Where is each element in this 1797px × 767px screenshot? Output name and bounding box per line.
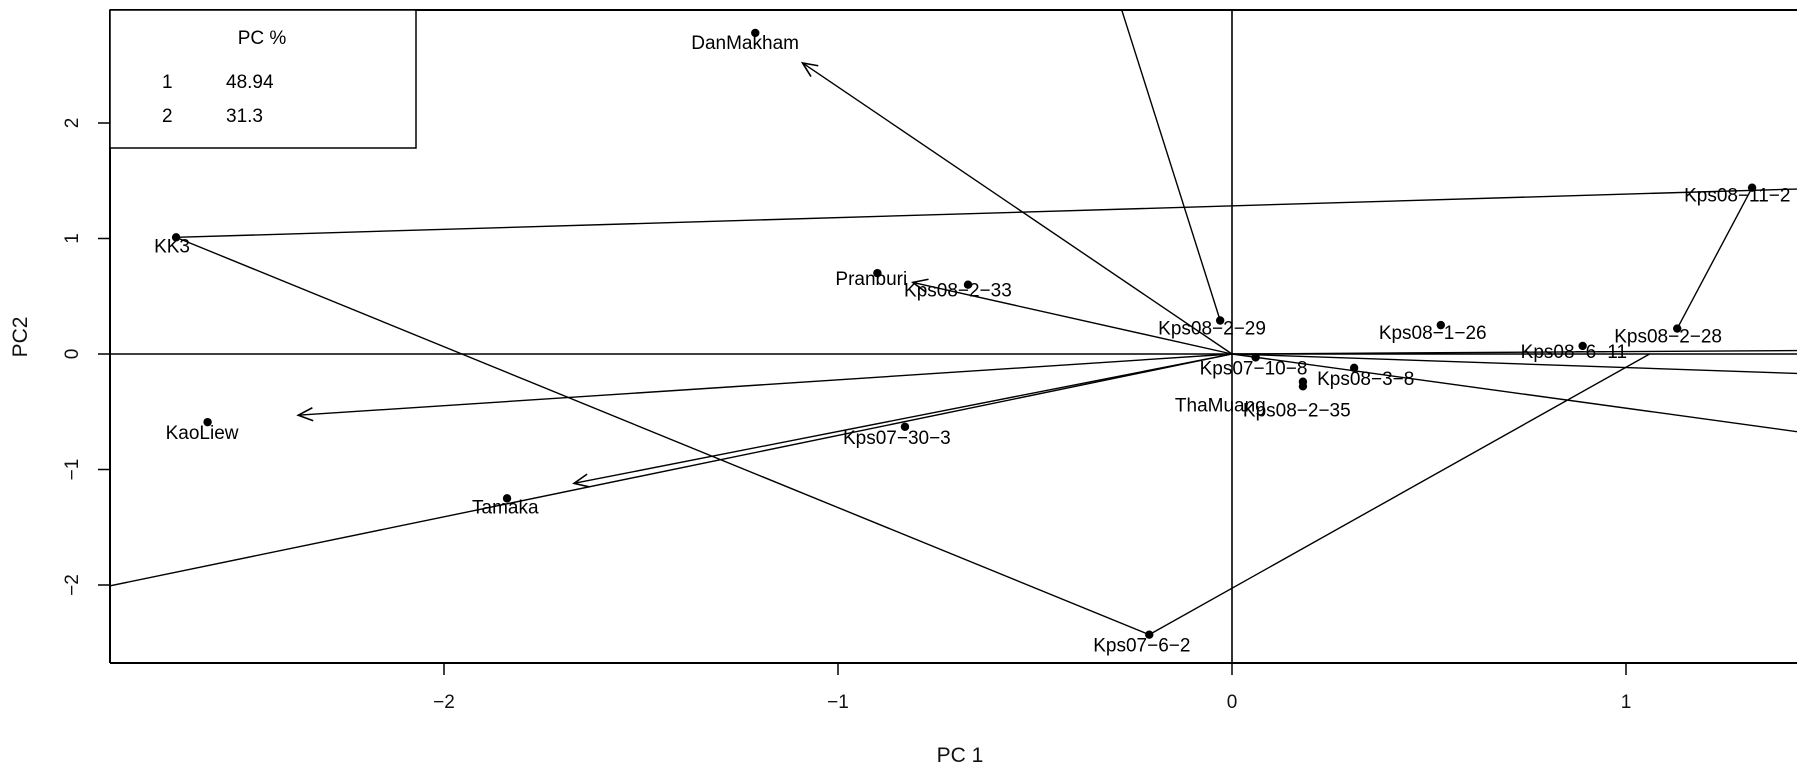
point-marker	[203, 417, 212, 427]
point-label: Kps07−10−8	[1200, 358, 1308, 379]
y-tick-label: −2	[62, 574, 83, 596]
y-tick-label: 2	[62, 118, 83, 129]
loading-arrow	[910, 278, 1233, 355]
connector-line	[1148, 353, 1650, 636]
point-marker	[751, 28, 760, 38]
data-point: Kps08−2−28	[1614, 324, 1722, 348]
point-marker	[1436, 320, 1446, 330]
data-point: KK3	[154, 233, 190, 257]
loading-arrow	[296, 353, 1233, 422]
legend-header: PC %	[238, 28, 287, 49]
connector-line	[175, 236, 1150, 636]
connector-line	[1676, 187, 1753, 329]
point-marker	[171, 233, 181, 242]
point-label: Tamaka	[472, 497, 539, 518]
data-point: Kps08−2−35	[1243, 382, 1351, 421]
point-label: Kps08−2−33	[904, 281, 1012, 302]
connector-line	[111, 353, 1233, 587]
data-point: KaoLiew	[166, 417, 239, 444]
data-point: Pranburi	[835, 268, 907, 290]
point-label: ThaMuang	[1175, 396, 1266, 417]
connector-line	[176, 188, 1797, 239]
point-label: Kps07−6−2	[1093, 636, 1190, 657]
loading-arrow	[800, 61, 1233, 355]
point-marker	[1747, 183, 1757, 192]
y-tick-label: −1	[62, 459, 83, 481]
data-point: Kps07−10−8	[1200, 353, 1308, 379]
point-marker	[1215, 316, 1225, 325]
x-axis-title: PC 1	[937, 744, 984, 767]
point-marker	[1673, 324, 1682, 333]
y-axis-title: PC2	[9, 317, 32, 358]
point-marker	[900, 422, 910, 431]
data-point: Kps08−6−11	[1521, 341, 1627, 363]
point-marker	[873, 268, 882, 278]
point-label: Kps08−3−8	[1317, 369, 1414, 390]
point-marker	[1251, 353, 1260, 362]
x-tick-label: 1	[1621, 692, 1632, 713]
point-label: Kps08−11−2	[1684, 186, 1790, 207]
loading-arrow	[572, 353, 1233, 488]
point-label: DanMakham	[691, 33, 799, 54]
connector-line	[1231, 353, 1797, 375]
point-marker	[1298, 382, 1308, 391]
x-tick-label: −1	[827, 692, 849, 713]
point-label: Kps08−2−29	[1158, 319, 1266, 340]
point-label: Kps08−2−28	[1614, 327, 1722, 348]
x-tick-label: 0	[1227, 692, 1238, 713]
connector-line	[1231, 349, 1797, 355]
point-marker	[1578, 341, 1587, 351]
x-tick-label: −2	[433, 692, 455, 713]
point-marker	[502, 494, 512, 503]
point-marker	[963, 280, 973, 289]
legend-pct-2: 31.3	[226, 106, 263, 127]
point-label: Pranburi	[835, 269, 907, 290]
data-point: Kps08−1−26	[1379, 320, 1487, 344]
legend-pc-2: 2	[162, 106, 173, 127]
data-point: Kps08−2−29	[1158, 316, 1266, 340]
data-point: Kps08−11−2	[1684, 183, 1790, 207]
y-tick-label: 1	[62, 233, 83, 244]
point-label: Kps08−1−26	[1379, 323, 1487, 344]
point-label: KaoLiew	[166, 423, 239, 444]
point-marker	[1349, 363, 1359, 373]
legend-pc-1: 1	[162, 72, 173, 93]
point-label: Kps08−2−35	[1243, 400, 1351, 421]
point-label: Kps07−30−3	[843, 428, 951, 449]
connector-line	[1231, 353, 1797, 433]
point-label: KK3	[154, 236, 190, 257]
legend-box	[109, 9, 417, 149]
data-point: Kps08−2−33	[904, 280, 1012, 302]
data-point: Kps07−6−2	[1093, 630, 1190, 657]
y-tick-label: 0	[62, 349, 83, 360]
point-label: Kps08−6−11	[1521, 342, 1627, 363]
data-point: DanMakham	[691, 28, 799, 54]
data-point: Kps07−30−3	[843, 422, 951, 449]
data-point: Kps08−3−8	[1317, 363, 1414, 390]
legend-pct-1: 48.94	[226, 72, 274, 93]
connector-line	[1121, 11, 1221, 321]
point-marker	[1145, 630, 1154, 639]
data-point: Tamaka	[472, 494, 539, 518]
legend: PC % 1 48.94 2 31.3	[109, 9, 417, 149]
